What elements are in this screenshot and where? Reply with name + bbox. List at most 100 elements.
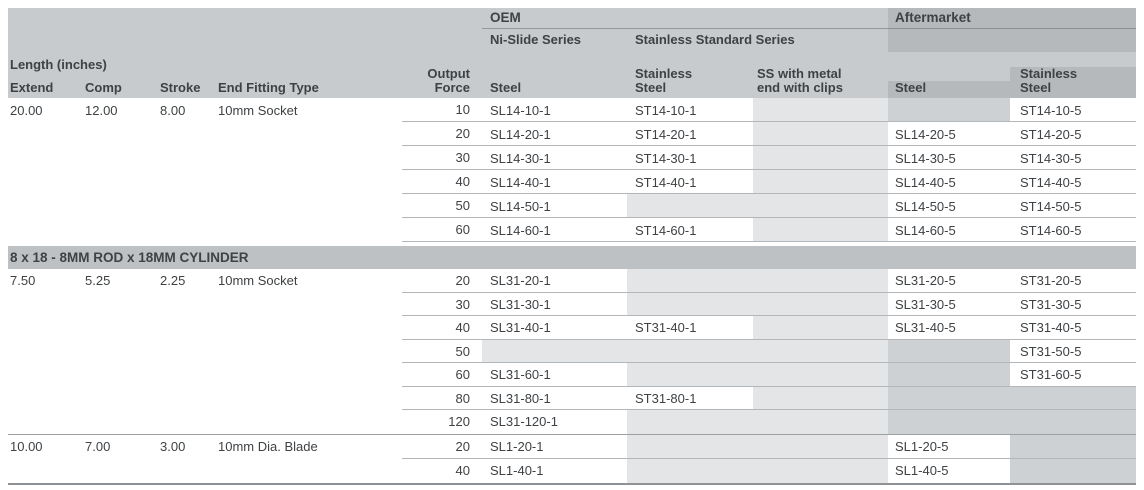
cell-comp [84,316,158,340]
cell-fitting: 10mm Socket [218,102,298,118]
table-row: 60 SL14-60-1 ST14-60-1 SL14-60-5 ST14-60-5 [8,218,1136,242]
cell-fitting [216,146,390,170]
cell-oem-steel: SL14-10-1 [490,102,551,118]
cell-oem-ss [627,434,753,459]
col-header-extend: Extend [10,80,54,95]
col-header-stroke: Stroke [160,80,201,95]
table-row: 40 SL14-40-1 ST14-40-1 SL14-40-5 ST14-40-5 [8,170,1136,194]
header-group-row: OEM Aftermarket [8,8,1136,29]
cell-oem-clips [753,316,888,340]
group-header-bar: 8 x 18 - 8MM ROD x 18MM CYLINDER [8,246,1136,269]
row-separator-line [402,385,1136,387]
cell-extend [8,293,84,317]
cell-oem-ss: ST31-40-1 [635,320,697,336]
cell-am-steel [888,98,1010,122]
cell-am-steel [888,339,1010,363]
col-header-comp: Comp [85,80,122,95]
cell-am-steel: SL14-60-5 [895,222,956,238]
cell-oem-steel: SL14-50-1 [490,198,551,214]
cell-fitting [216,387,390,411]
ni-slide-series-header: Ni-Slide Series [490,32,582,47]
cell-am-ss [1010,434,1136,459]
cell-oem-steel: SL31-120-1 [490,414,558,430]
row-separator-line [402,145,1136,146]
spec-table: OEM Aftermarket Ni-Slide Series Stainles… [8,8,1136,485]
cell-extend: 10.00 [10,439,43,454]
cell-stroke [158,218,216,242]
table-row: 20 SL14-20-1 ST14-20-1 SL14-20-5 ST14-20-5 [8,122,1136,146]
col-header-oem-steel: Steel [490,80,522,95]
cell-extend [8,410,84,434]
cell-fitting: 10mm Dia. Blade [218,439,318,454]
cell-stroke: 2.25 [160,273,186,289]
cell-extend [8,146,84,170]
cell-am-ss [1010,410,1136,434]
table-group: 8 x 18 - 8MM ROD x 18MM CYLINDER 7.50 5.25… [8,246,1136,434]
cell-oem-steel: SL14-30-1 [490,150,551,166]
table-row: 120 SL31-120-1 [8,410,1136,434]
cell-fitting [216,340,390,364]
cell-force: 20 [455,438,470,454]
cell-oem-clips [753,269,888,293]
cell-oem-clips [753,458,888,483]
cell-comp: 7.00 [85,439,111,454]
table-row: 7.50 5.25 2.25 10mm Socket 20 SL31-20-1 SL31-2… [8,269,1136,293]
cell-oem-ss: ST14-40-1 [635,174,697,190]
cell-oem-clips [753,363,888,387]
table-header: OEM Aftermarket Ni-Slide Series Stainles… [8,8,1136,98]
cell-stroke [158,316,216,340]
row-separator-line [402,315,1136,316]
cell-oem-ss: ST14-60-1 [635,222,697,238]
cell-comp [84,194,158,218]
cell-am-ss: ST31-50-5 [1020,343,1082,359]
cell-am-ss: ST14-50-5 [1020,198,1082,214]
col-header-ss-with-metal-end: SS with metal end with clips [757,66,843,95]
cell-oem-steel: SL14-20-1 [490,126,551,142]
cell-oem-ss: ST14-30-1 [635,150,697,166]
cell-stroke [158,363,216,387]
cell-extend [8,316,84,340]
cell-extend [8,122,84,146]
cell-am-ss [1010,458,1136,483]
cell-am-steel [888,386,1010,410]
cell-am-steel: SL14-20-5 [895,126,956,142]
table-row: 30 SL31-30-1 SL31-30-5 ST31-30-5 [8,292,1136,317]
row-separator-line [402,217,1136,218]
cell-oem-steel: SL14-40-1 [490,174,551,190]
cell-force: 60 [455,222,470,237]
cell-oem-clips [753,292,888,316]
cell-am-ss: ST31-60-5 [1020,367,1082,383]
col-header-output-force: Output Force [427,66,470,95]
table-group: 10.00 7.00 3.00 10mm Dia. Blade 20 SL1-20-1 SL… [8,433,1136,483]
cell-comp [84,146,158,170]
table-row: 60 SL31-60-1 ST31-60-5 [8,363,1136,387]
cell-force: 120 [448,414,470,429]
cell-stroke [158,387,216,411]
cell-extend [8,387,84,411]
row-separator-line [402,193,1136,194]
header-columns-row: Length (inches) Extend Comp Stroke End F… [8,52,1136,98]
cell-oem-steel: SL1-20-1 [490,439,544,454]
col-header-aftermarket-stainless-steel: Stainless Steel [1010,67,1136,98]
cell-comp [84,122,158,146]
header-spacer [8,8,482,29]
cell-stroke [158,146,216,170]
cell-oem-clips [753,170,888,194]
cell-oem-steel: SL31-20-1 [490,273,551,289]
row-separator-line [402,121,1136,122]
cell-fitting [216,410,390,434]
cell-am-steel: SL14-40-5 [895,174,956,190]
cell-am-steel: SL31-40-5 [895,320,956,336]
cell-force: 30 [455,150,470,165]
cell-comp [84,363,158,387]
cell-oem-steel: SL1-40-1 [490,463,544,478]
cell-oem-clips [753,194,888,218]
cell-comp [84,218,158,242]
cell-am-ss: ST14-20-5 [1020,126,1082,142]
cell-am-ss: ST14-30-5 [1020,150,1082,166]
cell-stroke [158,170,216,194]
cell-oem-clips [753,122,888,146]
cell-extend [8,459,84,483]
cell-am-steel: SL31-20-5 [895,273,956,289]
